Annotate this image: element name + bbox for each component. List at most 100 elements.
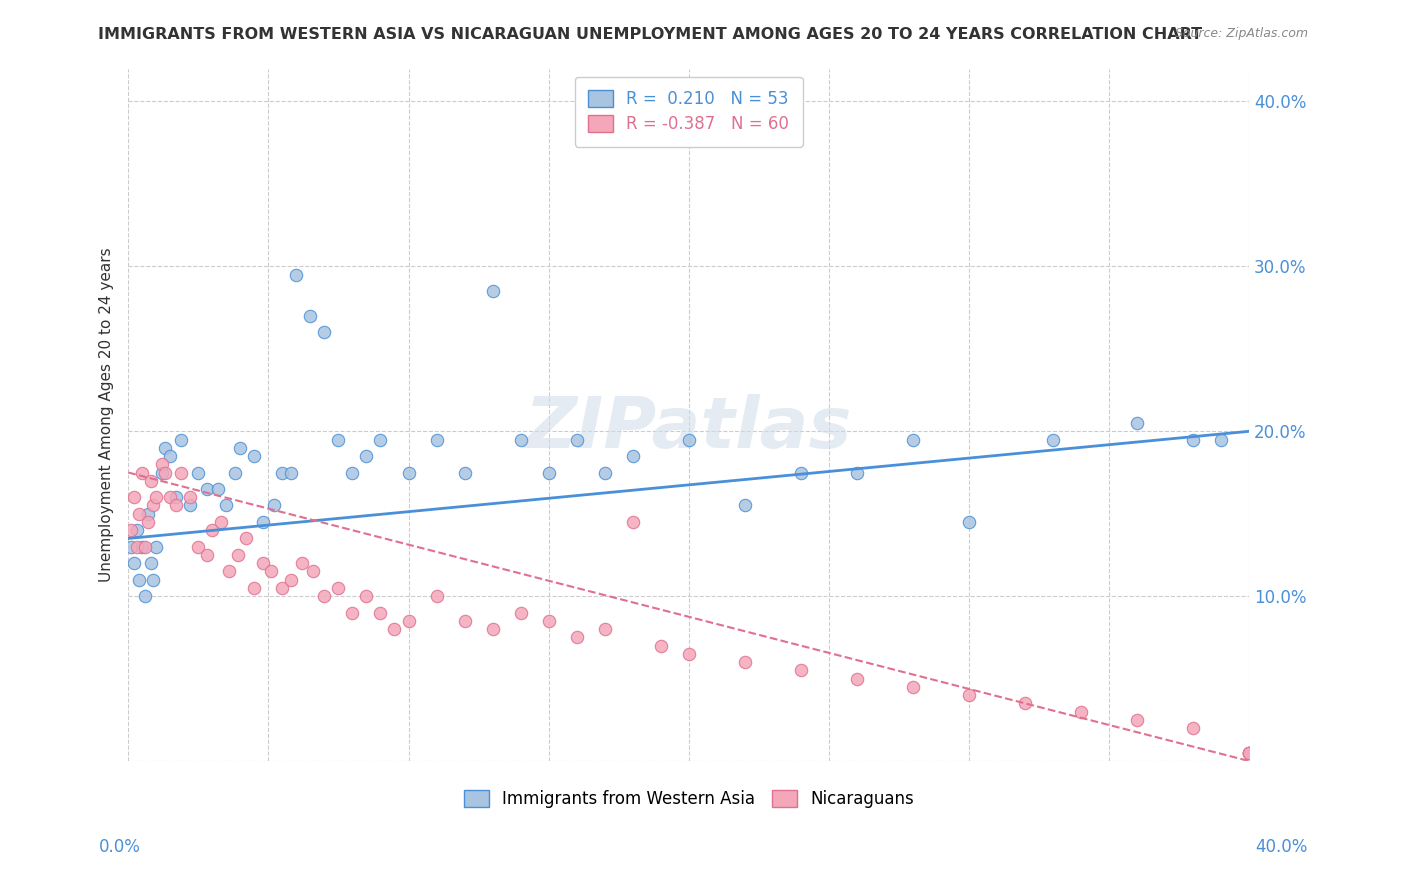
Point: [128, 573, 150, 587]
Y-axis label: Unemployment Among Ages 20 to 24 years: Unemployment Among Ages 20 to 24 years: [100, 247, 114, 582]
Point: [845, 672, 868, 686]
Point: [226, 548, 249, 562]
Point: [384, 622, 406, 636]
Text: IMMIGRANTS FROM WESTERN ASIA VS NICARAGUAN UNEMPLOYMENT AMONG AGES 20 TO 24 YEAR: IMMIGRANTS FROM WESTERN ASIA VS NICARAGU…: [98, 27, 1202, 42]
Point: [134, 540, 156, 554]
Point: [328, 433, 350, 447]
Point: [1211, 433, 1233, 447]
Point: [790, 466, 813, 480]
Point: [565, 433, 588, 447]
Point: [1042, 433, 1064, 447]
Point: [621, 515, 644, 529]
Point: [453, 466, 475, 480]
Text: 0.0%: 0.0%: [98, 838, 141, 855]
Point: [120, 540, 142, 554]
Point: [150, 466, 173, 480]
Point: [218, 565, 240, 579]
Point: [131, 540, 153, 554]
Point: [299, 309, 322, 323]
Text: Source: ZipAtlas.com: Source: ZipAtlas.com: [1174, 27, 1308, 40]
Point: [901, 433, 924, 447]
Point: [195, 482, 218, 496]
Point: [139, 474, 162, 488]
Point: [280, 573, 302, 587]
Point: [207, 482, 229, 496]
Point: [260, 565, 283, 579]
Point: [734, 499, 756, 513]
Point: [398, 614, 420, 628]
Point: [314, 589, 336, 603]
Point: [342, 606, 364, 620]
Point: [481, 622, 503, 636]
Point: [271, 466, 294, 480]
Point: [537, 614, 560, 628]
Point: [565, 631, 588, 645]
Point: [271, 581, 294, 595]
Point: [252, 515, 274, 529]
Point: [678, 433, 700, 447]
Point: [1182, 721, 1205, 735]
Point: [1014, 697, 1036, 711]
Point: [136, 507, 159, 521]
Point: [1126, 416, 1149, 430]
Point: [621, 449, 644, 463]
Point: [209, 515, 232, 529]
Point: [398, 466, 420, 480]
Point: [593, 622, 616, 636]
Point: [165, 499, 187, 513]
Point: [179, 490, 201, 504]
Point: [142, 499, 165, 513]
Point: [215, 499, 238, 513]
Point: [425, 433, 447, 447]
Point: [1239, 746, 1261, 760]
Point: [481, 284, 503, 298]
Point: [1070, 705, 1092, 719]
Point: [957, 688, 980, 702]
Point: [1126, 713, 1149, 727]
Legend: Immigrants from Western Asia, Nicaraguans: Immigrants from Western Asia, Nicaraguan…: [457, 783, 921, 815]
Point: [314, 326, 336, 340]
Point: [159, 490, 181, 504]
Point: [356, 589, 378, 603]
Point: [136, 515, 159, 529]
Point: [145, 540, 167, 554]
Point: [122, 490, 145, 504]
Point: [957, 515, 980, 529]
Point: [650, 639, 672, 653]
Point: [593, 466, 616, 480]
Text: 40.0%: 40.0%: [1256, 838, 1308, 855]
Point: [122, 556, 145, 570]
Point: [537, 466, 560, 480]
Point: [509, 606, 531, 620]
Point: [139, 556, 162, 570]
Point: [285, 268, 308, 282]
Point: [453, 614, 475, 628]
Point: [1239, 746, 1261, 760]
Point: [790, 664, 813, 678]
Point: [170, 466, 193, 480]
Point: [280, 466, 302, 480]
Point: [128, 507, 150, 521]
Point: [509, 433, 531, 447]
Point: [328, 581, 350, 595]
Point: [229, 441, 252, 455]
Point: [243, 449, 266, 463]
Point: [145, 490, 167, 504]
Point: [901, 680, 924, 694]
Point: [235, 532, 257, 546]
Point: [1239, 746, 1261, 760]
Point: [263, 499, 285, 513]
Point: [342, 466, 364, 480]
Point: [131, 466, 153, 480]
Point: [243, 581, 266, 595]
Point: [845, 466, 868, 480]
Point: [1239, 746, 1261, 760]
Point: [187, 466, 209, 480]
Point: [734, 655, 756, 669]
Point: [201, 523, 224, 537]
Point: [159, 449, 181, 463]
Point: [179, 499, 201, 513]
Point: [153, 441, 176, 455]
Point: [678, 647, 700, 661]
Point: [356, 449, 378, 463]
